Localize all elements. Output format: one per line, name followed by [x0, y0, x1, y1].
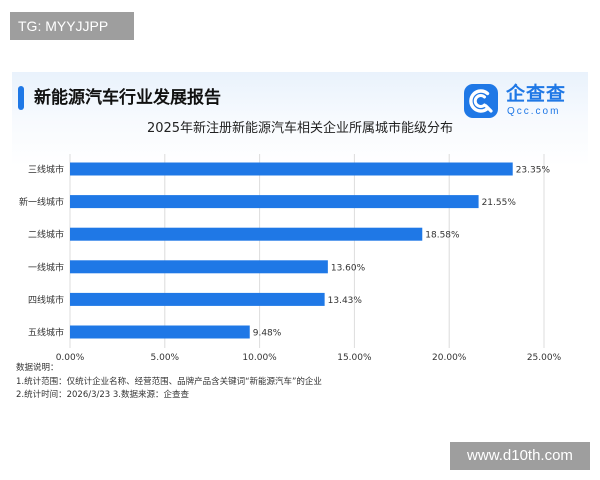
category-label: 一线城市 — [28, 261, 64, 273]
notes-line-1: 1.统计范围：仅统计企业名称、经营范围、品牌产品含关键词“新能源汽车”的企业 — [16, 376, 322, 387]
data-label: 9.48% — [253, 329, 282, 339]
logo-domain: Qcc.com — [507, 106, 561, 117]
data-label: 23.35% — [516, 166, 551, 176]
watermark-bottom: www.d10th.com — [450, 442, 590, 470]
qcc-logo-icon — [464, 84, 498, 118]
bar — [70, 162, 513, 176]
category-label: 二线城市 — [28, 229, 64, 241]
notes-heading: 数据说明： — [16, 363, 59, 373]
x-tick-label: 25.00% — [527, 353, 562, 362]
category-label: 三线城市 — [28, 164, 64, 176]
category-label: 五线城市 — [28, 327, 64, 339]
bar — [70, 227, 423, 241]
x-tick-label: 20.00% — [432, 353, 467, 362]
x-tick-label: 5.00% — [151, 353, 180, 362]
data-label: 13.60% — [331, 263, 366, 273]
data-label: 18.58% — [425, 231, 460, 241]
category-label: 四线城市 — [28, 294, 64, 306]
watermark-top: TG: MYYJJPP — [10, 12, 134, 40]
chart-title: 2025年新注册新能源汽车相关企业所属城市能级分布 — [146, 121, 454, 136]
qcc-logo: 企查查 Qcc.com — [464, 82, 584, 122]
data-label: 21.55% — [482, 198, 517, 208]
report-title: 新能源汽车行业发展报告 — [34, 88, 221, 108]
x-tick-label: 15.00% — [337, 353, 372, 362]
bar — [70, 325, 250, 339]
category-label: 新一线城市 — [19, 196, 64, 208]
bar — [70, 260, 328, 274]
title-accent-bar — [18, 86, 24, 110]
x-tick-label: 10.00% — [242, 353, 277, 362]
notes-line-2: 2.统计时间：2026/3/23 3.数据来源：企查查 — [16, 390, 190, 400]
logo-name: 企查查 — [506, 83, 567, 105]
bar — [70, 195, 479, 209]
x-tick-label: 0.00% — [56, 353, 85, 362]
data-label: 13.43% — [328, 296, 363, 306]
report-card: 新能源汽车行业发展报告 企查查 Qcc.com 2025年新注册新能源汽车相关企… — [12, 72, 588, 408]
bar-chart: 0.00% 5.00% 10.00% 15.00% 20.00% 25.00% 三线城市 23… — [19, 154, 562, 362]
data-notes: 数据说明： 1.统计范围：仅统计企业名称、经营范围、品牌产品含关键词“新能源汽车… — [16, 362, 322, 403]
bar — [70, 292, 325, 306]
